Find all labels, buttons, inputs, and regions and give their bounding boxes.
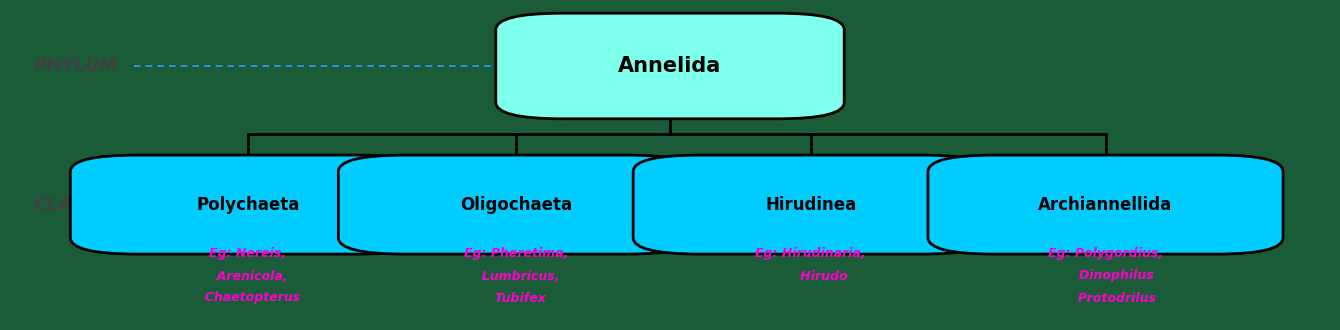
Text: Eg: Nereis,
  Arenicola,
  Chaetopterus: Eg: Nereis, Arenicola, Chaetopterus xyxy=(196,248,300,305)
Text: Eg: Pheretima,
  Lumbricus,
  Tubifex: Eg: Pheretima, Lumbricus, Tubifex xyxy=(464,248,568,305)
Text: Hirudinea: Hirudinea xyxy=(765,196,856,214)
FancyBboxPatch shape xyxy=(632,155,989,254)
Text: Archiannellida: Archiannellida xyxy=(1038,196,1172,214)
Text: Oligochaeta: Oligochaeta xyxy=(460,196,572,214)
FancyBboxPatch shape xyxy=(338,155,694,254)
Text: Annelida: Annelida xyxy=(618,56,722,76)
FancyBboxPatch shape xyxy=(70,155,426,254)
Text: CLASS: CLASS xyxy=(34,196,98,214)
Text: PHYLUM: PHYLUM xyxy=(34,57,118,75)
Text: Eg: Polygordius,
     Dinophilus
     Protodrilus: Eg: Polygordius, Dinophilus Protodrilus xyxy=(1048,248,1163,305)
FancyBboxPatch shape xyxy=(496,13,844,119)
FancyBboxPatch shape xyxy=(927,155,1284,254)
Text: Polychaeta: Polychaeta xyxy=(196,196,300,214)
Text: Eg: Hirudinaria,
      Hirudo: Eg: Hirudinaria, Hirudo xyxy=(756,248,866,282)
